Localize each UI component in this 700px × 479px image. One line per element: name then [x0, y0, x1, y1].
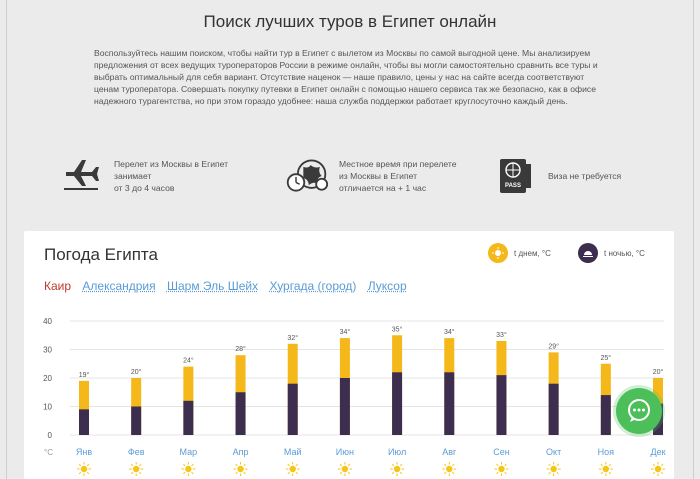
feature-flight-line1: Перелет из Москвы в Египет — [114, 159, 229, 169]
feature-time: Местное время при перелете из Москвы в Е… — [285, 150, 457, 202]
month-sun-icon — [77, 462, 91, 476]
feature-time-line2: из Москвы в Египет — [339, 171, 418, 181]
city-tab-cairo[interactable]: Каир — [44, 279, 72, 293]
legend-day-label: t днем, °C — [514, 248, 551, 258]
city-tab-hurghada[interactable]: Хургада (город) — [269, 279, 357, 293]
sun-icon — [488, 243, 508, 263]
world-clock-icon — [285, 154, 329, 198]
y-tick-label: 40 — [43, 317, 52, 326]
data-label: 20° — [653, 368, 664, 376]
x-tick-label: Фев — [128, 447, 145, 457]
day-bar — [79, 380, 89, 435]
night-bar — [600, 395, 611, 435]
y-unit-label: °C — [44, 448, 53, 457]
feature-time-line1: Местное время при перелете — [339, 159, 457, 169]
feature-visa-line1: Виза не требуется — [548, 171, 622, 181]
night-bar — [548, 383, 559, 435]
feature-flight-line3: от 3 до 4 часов — [114, 183, 175, 193]
month-sun-icon — [546, 462, 561, 476]
data-label: 24° — [183, 357, 194, 365]
night-bar — [235, 392, 246, 435]
legend-day: t днем, °C — [488, 243, 551, 263]
x-tick-label: Мар — [180, 447, 198, 457]
night-bar — [496, 375, 507, 435]
month-sun-icon — [181, 462, 196, 476]
weather-chart: 40 30 20 10 0 °C 19° Янв 20° Фев 24° Мар 28° Апр 32° Ма… — [43, 317, 666, 476]
month-sun-icon — [337, 462, 352, 476]
feature-flight-line2: занимает — [114, 171, 152, 181]
intro-text: Воспользуйтесь нашим поиском, чтобы найт… — [94, 48, 598, 106]
data-label: 19° — [79, 371, 90, 379]
x-tick-label: Ноя — [598, 447, 615, 457]
feature-flight: Перелет из Москвы в Египет занимает от 3… — [60, 150, 228, 202]
month-sun-icon — [233, 462, 248, 476]
month-sun-icon — [390, 462, 405, 476]
day-bar — [183, 366, 194, 435]
weather-card: Погода Египта t днем, °C t ночью, °C Каи… — [24, 231, 674, 479]
x-tick-label: Дек — [650, 447, 665, 457]
night-bar — [444, 372, 455, 435]
x-tick-label: Июл — [388, 447, 406, 457]
passport-icon: PASS — [492, 154, 536, 198]
legend-night-label: t ночью, °C — [604, 248, 645, 258]
data-label: 34° — [444, 328, 455, 336]
night-bar — [392, 372, 403, 435]
x-tick-label: Сен — [493, 447, 510, 457]
night-bar — [183, 400, 194, 435]
data-label: 33° — [496, 331, 507, 339]
y-tick-label: 10 — [43, 403, 52, 412]
night-bar — [287, 383, 298, 435]
data-label: 20° — [131, 368, 142, 376]
y-tick-label: 0 — [48, 431, 53, 440]
weather-title: Погода Египта — [44, 245, 158, 264]
night-bar — [131, 406, 142, 435]
legend-night: t ночью, °C — [578, 243, 645, 263]
data-label: 35° — [392, 325, 403, 333]
chat-button[interactable] — [616, 388, 662, 434]
x-tick-label: Май — [284, 447, 302, 457]
chat-icon — [628, 399, 650, 422]
feature-time-line3: отличается на + 1 час — [339, 183, 427, 193]
x-tick-label: Июн — [336, 447, 354, 457]
city-tabs: Каир Александрия Шарм Эль Шейх Хургада (… — [44, 279, 415, 293]
x-tick-label: Авг — [442, 447, 457, 457]
moon-icon — [578, 243, 598, 263]
data-label: 28° — [235, 345, 246, 353]
city-tab-luxor[interactable]: Луксор — [367, 279, 407, 293]
city-tab-alexandria[interactable]: Александрия — [82, 279, 156, 293]
night-bar — [339, 378, 350, 435]
night-bar — [79, 409, 89, 435]
data-label: 29° — [548, 342, 559, 350]
data-label: 25° — [601, 354, 612, 362]
page-title: Поиск лучших туров в Египет онлайн — [203, 12, 497, 31]
airplane-icon — [60, 154, 104, 198]
month-sun-icon — [651, 462, 665, 476]
data-label: 34° — [340, 328, 351, 336]
svg-text:PASS: PASS — [505, 183, 521, 189]
data-label: 32° — [287, 334, 298, 342]
y-tick-label: 30 — [43, 346, 52, 355]
month-sun-icon — [129, 462, 144, 476]
city-tab-sharm[interactable]: Шарм Эль Шейх — [166, 279, 259, 293]
feature-visa: PASS Виза не требуется — [492, 150, 621, 202]
month-sun-icon — [442, 462, 457, 476]
month-sun-icon — [494, 462, 509, 476]
x-tick-label: Янв — [76, 447, 92, 457]
x-tick-label: Апр — [233, 447, 249, 457]
y-tick-label: 20 — [43, 374, 52, 383]
x-tick-label: Окт — [546, 447, 561, 457]
month-sun-icon — [598, 462, 613, 476]
month-sun-icon — [285, 462, 300, 476]
